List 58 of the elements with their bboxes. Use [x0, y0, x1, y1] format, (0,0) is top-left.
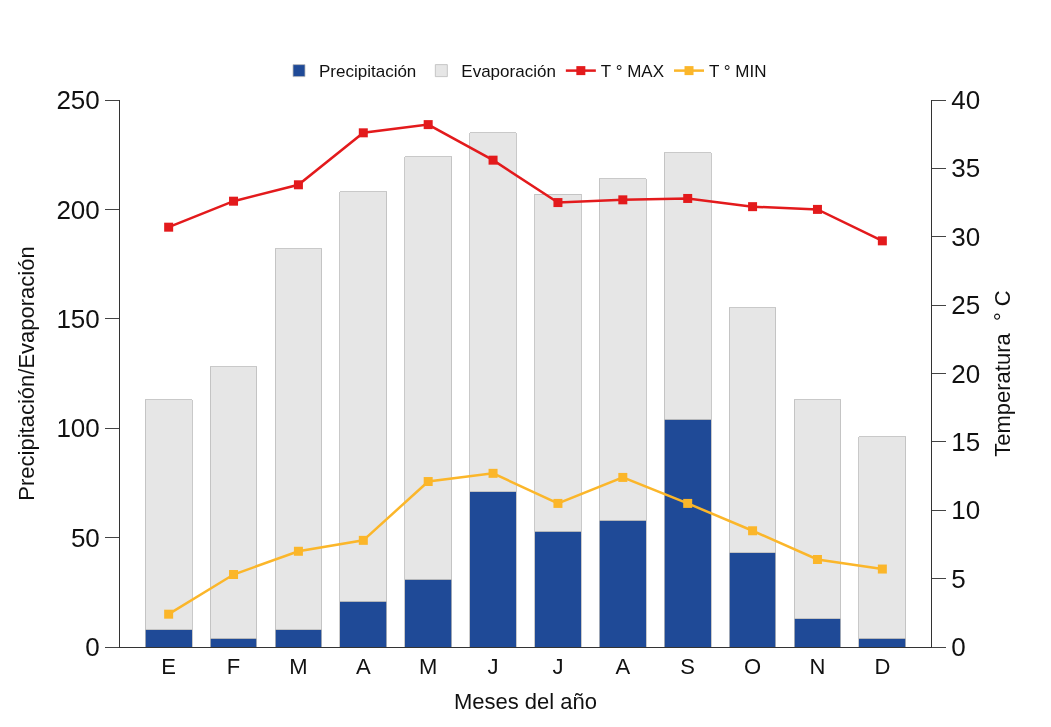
legend-label: Precipitación [319, 62, 417, 82]
x-tick-label: M [289, 654, 308, 680]
point [164, 609, 174, 619]
point [683, 193, 693, 203]
point [293, 180, 303, 190]
x-tick-label: E [161, 654, 176, 680]
x-tick-label: M [419, 654, 438, 680]
y-tick-label: 200 [56, 194, 100, 225]
y2-tick-label: 40 [951, 85, 981, 116]
y-tick-label: 0 [85, 632, 100, 663]
point [164, 222, 174, 232]
legend-label: T ° MAX [600, 62, 665, 82]
y2-tick-label: 0 [951, 632, 966, 663]
point [877, 564, 887, 574]
point [229, 570, 239, 580]
point [423, 477, 433, 487]
y2-tick-label: 35 [951, 153, 981, 184]
point [812, 204, 822, 214]
legend-label: Evaporación [461, 62, 556, 82]
point [618, 472, 628, 482]
y2-tick-label: 15 [951, 426, 981, 457]
x-tick-label: O [744, 654, 762, 680]
point [229, 196, 239, 206]
y2-tick-label: 30 [951, 221, 981, 252]
point [553, 498, 563, 508]
point [423, 120, 433, 130]
y-tick-label: 50 [70, 522, 100, 553]
x-tick-label: A [615, 654, 631, 680]
x-tick-label: N [809, 654, 826, 680]
y2-tick-label: 25 [951, 290, 981, 321]
point [877, 236, 887, 246]
x-axis-title: Meses del año [453, 689, 598, 715]
y-tick-label: 150 [56, 303, 100, 334]
point [748, 526, 758, 536]
point [553, 198, 563, 208]
x-tick-label: J [552, 654, 564, 680]
point [488, 155, 498, 165]
point [358, 128, 368, 138]
x-tick-label: A [355, 654, 371, 680]
point [812, 554, 822, 564]
y2-tick-label: 5 [951, 563, 966, 594]
x-tick-label: J [487, 654, 499, 680]
y2-axis-title: Temperatura ° C [990, 290, 1016, 457]
point [488, 468, 498, 478]
y-tick-label: 100 [56, 413, 100, 444]
point [293, 546, 303, 556]
x-tick-label: D [874, 654, 891, 680]
point [618, 195, 628, 205]
y-axis-title: Precipitación/Evaporación [14, 246, 40, 501]
y2-tick-label: 20 [951, 358, 981, 389]
y-tick-label: 250 [56, 85, 100, 116]
point [748, 202, 758, 212]
point [683, 498, 693, 508]
point [358, 535, 368, 545]
legend-label: T ° MIN [709, 62, 767, 82]
x-tick-label: F [226, 654, 241, 680]
y2-tick-label: 10 [951, 495, 981, 526]
x-tick-label: S [680, 654, 696, 680]
